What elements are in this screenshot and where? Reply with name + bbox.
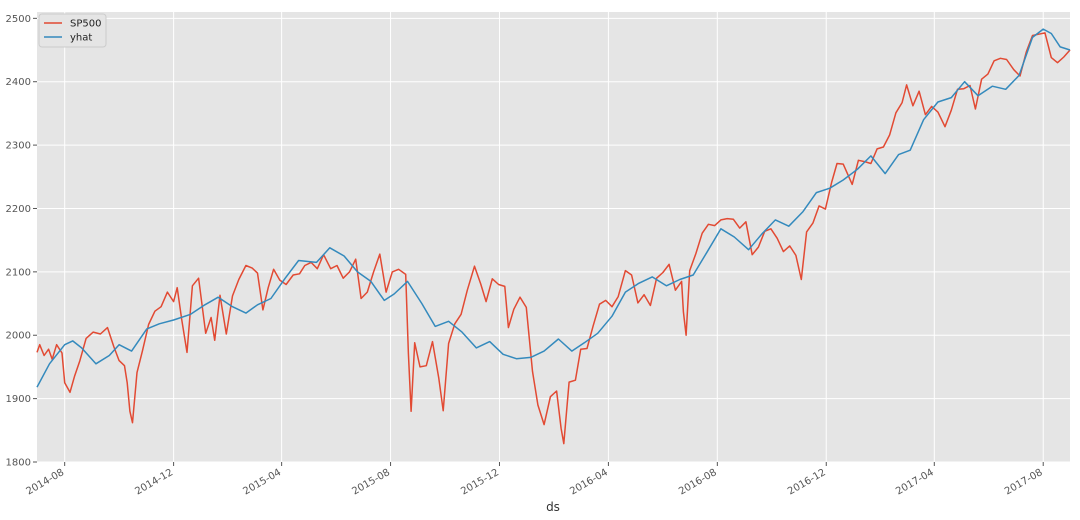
legend-label-yhat: yhat xyxy=(70,33,92,44)
x-tick-label: 2015-04 xyxy=(241,467,283,497)
x-tick-label: 2016-08 xyxy=(677,467,719,497)
grid-lines xyxy=(37,12,1070,463)
legend-label-sp500: SP500 xyxy=(70,19,101,30)
y-tick-label: 1800 xyxy=(6,458,31,469)
x-tick-label: 2017-08 xyxy=(1003,467,1045,497)
x-tick-label: 2016-04 xyxy=(568,467,610,497)
y-tick-label: 1900 xyxy=(6,394,31,405)
x-tick-label: 2014-08 xyxy=(24,467,66,497)
plot-background xyxy=(37,12,1070,462)
y-tick-label: 2000 xyxy=(6,331,31,342)
x-tick-label: 2017-04 xyxy=(894,467,936,497)
y-axis-ticks: 1800 1900 2000 2100 2200 2300 2400 2500 xyxy=(6,14,37,469)
x-tick-label: 2015-08 xyxy=(350,467,392,497)
y-tick-label: 2400 xyxy=(6,77,31,88)
x-tick-label: 2014-12 xyxy=(133,467,175,497)
legend: SP500 yhat xyxy=(38,13,107,48)
x-axis-label: ds xyxy=(546,500,560,514)
series-line-sp500 xyxy=(36,32,1071,445)
y-tick-label: 2200 xyxy=(6,204,31,215)
series-line-yhat xyxy=(36,28,1071,388)
x-axis-ticks: 2014-08 2014-12 2015-04 2015-08 2015-12 2016-… xyxy=(24,462,1045,497)
x-tick-label: 2016-12 xyxy=(786,467,828,497)
y-tick-label: 2100 xyxy=(6,267,31,278)
y-tick-label: 2500 xyxy=(6,14,31,25)
series-layer xyxy=(36,28,1071,445)
y-tick-label: 2300 xyxy=(6,141,31,152)
x-tick-label: 2015-12 xyxy=(459,467,501,497)
